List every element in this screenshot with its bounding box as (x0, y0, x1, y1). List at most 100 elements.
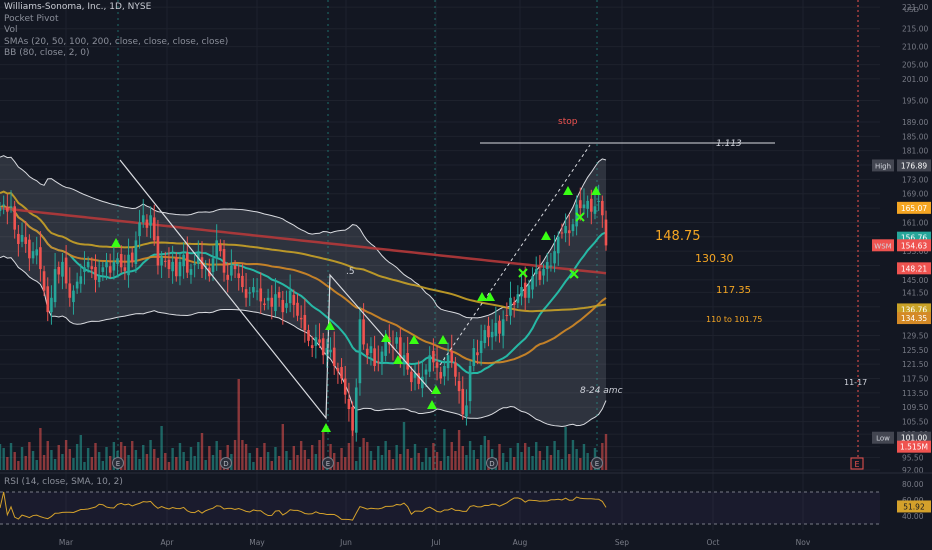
volume-bar (83, 462, 86, 470)
time-axis: Mar Apr May Jun Jul Aug Sep Oct Nov (59, 538, 811, 547)
pocket-pivot-triangle (427, 400, 437, 409)
candle (446, 342, 450, 381)
volume-bar (443, 429, 446, 470)
candle (171, 245, 174, 284)
candle-body (50, 297, 53, 313)
candle-body (149, 215, 152, 226)
candle (119, 245, 123, 273)
cross-stroke (569, 269, 579, 279)
candle-body (24, 237, 28, 244)
candle-body (86, 261, 90, 268)
volume-bar (355, 461, 358, 470)
legend-smas[interactable]: SMAs (20, 50, 100, 200, close, close, cl… (4, 36, 229, 47)
candle-body (42, 271, 46, 291)
volume-bar (127, 455, 130, 470)
annotation-label: 148.75 (655, 229, 701, 244)
annotation-label: 11-17 (844, 378, 867, 387)
candle (167, 247, 171, 279)
candle (498, 315, 501, 343)
volume-bar (0, 444, 2, 470)
candle (538, 255, 542, 286)
volume-bar (402, 422, 406, 470)
legend-volume[interactable]: Vol (4, 25, 18, 35)
candle (307, 324, 310, 347)
candle-body (134, 240, 138, 265)
candle (509, 281, 512, 325)
candle (556, 231, 560, 266)
annotation-label: .5 (346, 267, 355, 277)
candle-body (336, 368, 340, 372)
candle-body (307, 330, 310, 341)
candle-body (174, 257, 178, 277)
candle-body (443, 365, 446, 377)
candle-body (222, 248, 226, 273)
candle-body (6, 206, 9, 212)
price-tick-label: 105.50 (902, 418, 928, 427)
legend-rsi[interactable]: RSI (14, close, SMA, 10, 2) (4, 477, 123, 487)
time-tick-label: Jun (339, 538, 352, 547)
dashed-trendline (439, 144, 591, 366)
volume-bar (391, 459, 395, 470)
candle-body (292, 294, 296, 305)
volume-bar (50, 450, 53, 470)
candle (0, 201, 2, 217)
candle-body (72, 290, 75, 303)
candle-body (17, 233, 20, 244)
candle-body (230, 265, 233, 276)
price-tick-label: 117.50 (902, 375, 928, 384)
candle-body (28, 239, 31, 259)
volume-bar (20, 447, 24, 470)
candle (292, 289, 296, 318)
candle-body (380, 351, 384, 363)
volume-bar (432, 443, 435, 470)
candle-body (64, 257, 68, 284)
legend-bollinger[interactable]: BB (80, close, 2, 0) (4, 48, 90, 58)
price-tick-label: 125.50 (902, 346, 928, 355)
event-marker-circle (220, 457, 232, 469)
volume-bar (531, 456, 534, 470)
candle-body (193, 263, 196, 265)
volume-bar (450, 442, 453, 470)
volume-bar (520, 452, 523, 470)
candle-body (432, 350, 435, 363)
sma-line-20 (0, 204, 607, 375)
candle (277, 286, 281, 307)
volume-bars (0, 379, 608, 470)
volume-bar (483, 436, 486, 470)
candle (358, 306, 362, 396)
candle (347, 382, 351, 422)
rsi-value-box (897, 500, 931, 513)
volume-bar (461, 446, 464, 470)
volume-bar (384, 441, 387, 470)
price-label-box (897, 201, 931, 214)
candle (336, 362, 340, 384)
volume-bar (61, 454, 64, 470)
candle-body (516, 294, 520, 303)
legend-pocket-pivot[interactable]: Pocket Pivot (4, 13, 59, 24)
price-label-value: 165.07 (901, 204, 927, 213)
event-marker-label: E (326, 460, 330, 468)
candle-body (310, 345, 314, 349)
rsi-value: 51.92 (903, 502, 925, 511)
candle-body (75, 281, 79, 289)
legend-title[interactable]: Williams-Sonoma, Inc., 1D, NYSE (4, 2, 152, 12)
volume-bar (46, 441, 49, 470)
volume-bar (211, 455, 215, 470)
candle-body (215, 240, 218, 259)
volume-bar (123, 446, 127, 470)
price-label-box (897, 312, 931, 325)
candle-body (259, 288, 263, 302)
price-label-tag (872, 239, 894, 252)
sma-cross-marker (569, 269, 579, 279)
volume-bar (9, 443, 13, 470)
candle (380, 346, 384, 375)
candle (501, 310, 505, 349)
volume-bar (131, 441, 134, 470)
volume-bar (105, 447, 108, 470)
rsi-tick-label: 40.00 (902, 512, 924, 521)
volume-bar (340, 448, 343, 470)
volume-bar (112, 442, 116, 470)
candle (321, 332, 325, 365)
candle-body (472, 348, 476, 366)
